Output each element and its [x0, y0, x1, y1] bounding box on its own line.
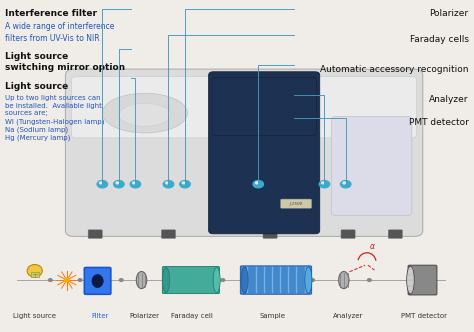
Circle shape: [133, 182, 136, 184]
Circle shape: [165, 182, 168, 184]
FancyBboxPatch shape: [388, 230, 402, 238]
Circle shape: [340, 181, 351, 188]
FancyBboxPatch shape: [65, 69, 423, 236]
Circle shape: [164, 279, 168, 282]
Circle shape: [163, 181, 173, 188]
FancyBboxPatch shape: [341, 230, 355, 238]
Text: A wide range of interference
filters from UV-Vis to NIR: A wide range of interference filters fro…: [5, 22, 115, 42]
FancyBboxPatch shape: [72, 77, 417, 138]
Circle shape: [180, 181, 190, 188]
Text: Faraday cell: Faraday cell: [171, 313, 213, 319]
Text: PMT detector: PMT detector: [401, 313, 447, 319]
Circle shape: [255, 182, 258, 184]
Ellipse shape: [338, 272, 349, 289]
Circle shape: [78, 279, 82, 282]
Text: Sample: Sample: [259, 313, 285, 319]
Ellipse shape: [407, 266, 414, 294]
Circle shape: [119, 279, 123, 282]
Circle shape: [343, 182, 346, 184]
Circle shape: [319, 181, 329, 188]
Ellipse shape: [213, 268, 220, 292]
Circle shape: [97, 181, 108, 188]
FancyBboxPatch shape: [209, 72, 319, 234]
Circle shape: [100, 182, 102, 184]
Circle shape: [253, 181, 264, 188]
Circle shape: [182, 182, 185, 184]
FancyBboxPatch shape: [84, 268, 111, 294]
Ellipse shape: [241, 267, 248, 293]
Text: $\alpha$: $\alpha$: [369, 242, 376, 251]
FancyBboxPatch shape: [240, 266, 312, 294]
FancyBboxPatch shape: [263, 230, 277, 238]
Ellipse shape: [137, 272, 147, 289]
Circle shape: [367, 279, 371, 282]
FancyBboxPatch shape: [212, 77, 317, 135]
Text: Analyzer: Analyzer: [429, 95, 469, 104]
Text: Interference filter: Interference filter: [5, 9, 98, 18]
Circle shape: [221, 279, 225, 282]
Circle shape: [311, 279, 315, 282]
Text: Polarizer: Polarizer: [130, 313, 160, 319]
Text: Analyzer: Analyzer: [333, 313, 363, 319]
FancyBboxPatch shape: [408, 265, 437, 295]
Ellipse shape: [102, 93, 187, 133]
Text: Automatic accessory recognition: Automatic accessory recognition: [320, 65, 469, 74]
Text: Up to two light sources can
be installed.  Available light
sources are;
WI (Tung: Up to two light sources can be installed…: [5, 95, 105, 141]
Ellipse shape: [92, 275, 103, 288]
Text: Light source: Light source: [13, 313, 56, 319]
Text: J-1500: J-1500: [290, 202, 303, 206]
Ellipse shape: [119, 103, 171, 126]
Text: Faraday cells: Faraday cells: [410, 36, 469, 44]
Circle shape: [116, 182, 119, 184]
Circle shape: [321, 182, 324, 184]
Circle shape: [64, 279, 69, 282]
FancyBboxPatch shape: [31, 272, 38, 278]
FancyBboxPatch shape: [162, 267, 219, 293]
FancyBboxPatch shape: [331, 117, 412, 215]
Circle shape: [130, 181, 141, 188]
FancyBboxPatch shape: [88, 230, 102, 238]
Text: Light source: Light source: [5, 82, 69, 91]
FancyBboxPatch shape: [281, 199, 312, 208]
Text: Polarizer: Polarizer: [429, 9, 469, 18]
Circle shape: [114, 181, 124, 188]
Ellipse shape: [305, 267, 312, 293]
Circle shape: [48, 279, 52, 282]
Text: Filter: Filter: [91, 313, 109, 319]
FancyBboxPatch shape: [161, 230, 175, 238]
Text: PMT detector: PMT detector: [409, 118, 469, 127]
Ellipse shape: [163, 268, 170, 292]
Text: Light source
switching mirror option: Light source switching mirror option: [5, 52, 126, 72]
Ellipse shape: [27, 265, 42, 277]
